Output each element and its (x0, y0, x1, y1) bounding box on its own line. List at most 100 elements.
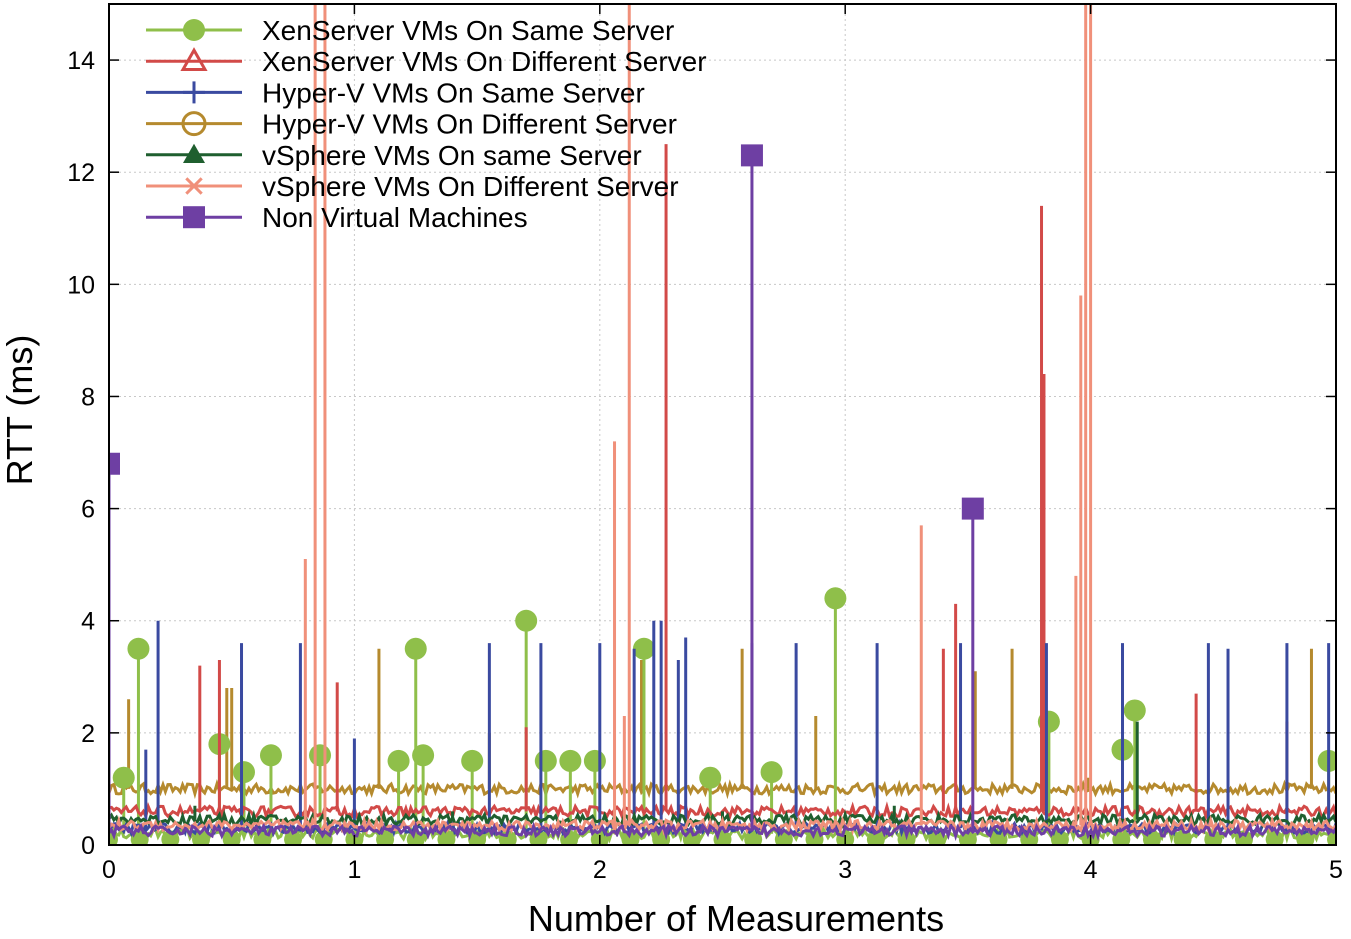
y-tick-label: 8 (81, 383, 95, 411)
legend-marker (183, 177, 205, 195)
series-baseline (109, 814, 1336, 837)
baseline-marker (1173, 830, 1192, 845)
series-layer (109, 4, 1336, 845)
marker-circle (866, 830, 885, 845)
marker-circle (989, 830, 1008, 845)
marker-square (740, 144, 763, 167)
series-2 (109, 620, 1336, 838)
y-tick-label: 14 (67, 47, 95, 75)
spike-marker (632, 637, 655, 660)
spike-marker (387, 749, 410, 772)
marker-circle (632, 637, 655, 660)
legend-item: XenServer VMs On Same Server (146, 15, 674, 46)
marker-circle (1265, 830, 1284, 845)
legend-label: XenServer VMs On Different Server (262, 46, 707, 77)
legend-label: vSphere VMs On Different Server (262, 171, 679, 202)
y-tick-label: 4 (81, 608, 95, 636)
marker-circle (515, 609, 538, 632)
marker-square (183, 206, 205, 229)
y-tick-label: 2 (81, 720, 95, 748)
y-tick-label: 6 (81, 496, 95, 524)
legend-item: XenServer VMs On Different Server (146, 46, 707, 77)
marker-circle-open (181, 111, 207, 137)
x-tick-label: 4 (1084, 856, 1098, 884)
spike-marker (112, 766, 135, 789)
marker-circle (760, 761, 783, 784)
series-baseline (109, 821, 1336, 842)
series-5 (109, 4, 1336, 837)
marker-circle (387, 749, 410, 772)
x-axis-title: Number of Measurements (528, 898, 944, 939)
marker-circle (232, 761, 255, 784)
marker-ast-d2 (185, 177, 203, 195)
marker-circle (259, 744, 282, 767)
x-tick-label: 1 (347, 856, 361, 884)
legend-item: Hyper-V VMs On Same Server (146, 77, 645, 108)
y-tick-label: 12 (67, 159, 95, 187)
baseline-marker (1050, 830, 1069, 845)
marker-circle (437, 830, 456, 845)
x-tick-label: 0 (102, 856, 116, 884)
spike-marker (740, 144, 763, 167)
spike-marker (760, 761, 783, 784)
legend-item: vSphere VMs On same Server (146, 140, 642, 171)
spike-marker (699, 766, 722, 789)
baseline-marker (284, 830, 303, 845)
spike-marker (961, 497, 984, 520)
marker-circle (461, 749, 484, 772)
marker-square (961, 497, 984, 520)
spike-marker (109, 452, 120, 475)
y-tick-label: 0 (81, 832, 95, 860)
spike-marker (515, 609, 538, 632)
spike-marker (461, 749, 484, 772)
spike-marker (1317, 749, 1336, 772)
spike-marker (259, 744, 282, 767)
marker-circle (192, 830, 211, 845)
marker-circle (1050, 830, 1069, 845)
baseline-marker (222, 830, 241, 845)
legend-marker (183, 81, 205, 104)
marker-circle (222, 830, 241, 845)
baseline-marker (1265, 830, 1284, 845)
marker-circle (1317, 749, 1336, 772)
x-tick-label: 3 (838, 856, 852, 884)
series-1 (109, 144, 1336, 822)
marker-circle (529, 830, 548, 845)
spike-marker (404, 637, 427, 660)
marker-circle (1123, 699, 1146, 722)
baseline-marker (866, 830, 885, 845)
marker-circle (744, 830, 763, 845)
baseline-marker (437, 830, 456, 845)
y-axis-title: RTT (ms) (0, 335, 40, 486)
spike-marker (127, 637, 150, 660)
marker-triangle (183, 143, 205, 164)
legend-item: Hyper-V VMs On Different Server (146, 109, 677, 140)
baseline-marker (192, 830, 211, 845)
baseline-marker (529, 830, 548, 845)
marker-circle (534, 749, 557, 772)
legend-marker (183, 19, 205, 41)
marker-square (109, 452, 120, 475)
spike-marker (824, 587, 847, 610)
legend-item: vSphere VMs On Different Server (146, 171, 679, 202)
marker-triangle-open (180, 47, 208, 71)
spike-marker (583, 749, 606, 772)
legend-marker (180, 47, 208, 71)
y-tick-label: 10 (67, 271, 95, 299)
legend-marker (183, 143, 205, 164)
x-tick-label: 2 (593, 856, 607, 884)
spike-marker (534, 749, 557, 772)
spike-marker (232, 761, 255, 784)
legend-item: Non Virtual Machines (146, 202, 528, 233)
marker-circle (1173, 830, 1192, 845)
marker-circle (183, 19, 205, 41)
legend-label: Hyper-V VMs On Same Server (262, 77, 645, 108)
marker-circle (404, 637, 427, 660)
marker-circle (284, 830, 303, 845)
marker-circle (824, 587, 847, 610)
legend-marker (183, 206, 205, 229)
legend-label: XenServer VMs On Same Server (262, 15, 674, 46)
baseline-marker (989, 830, 1008, 845)
